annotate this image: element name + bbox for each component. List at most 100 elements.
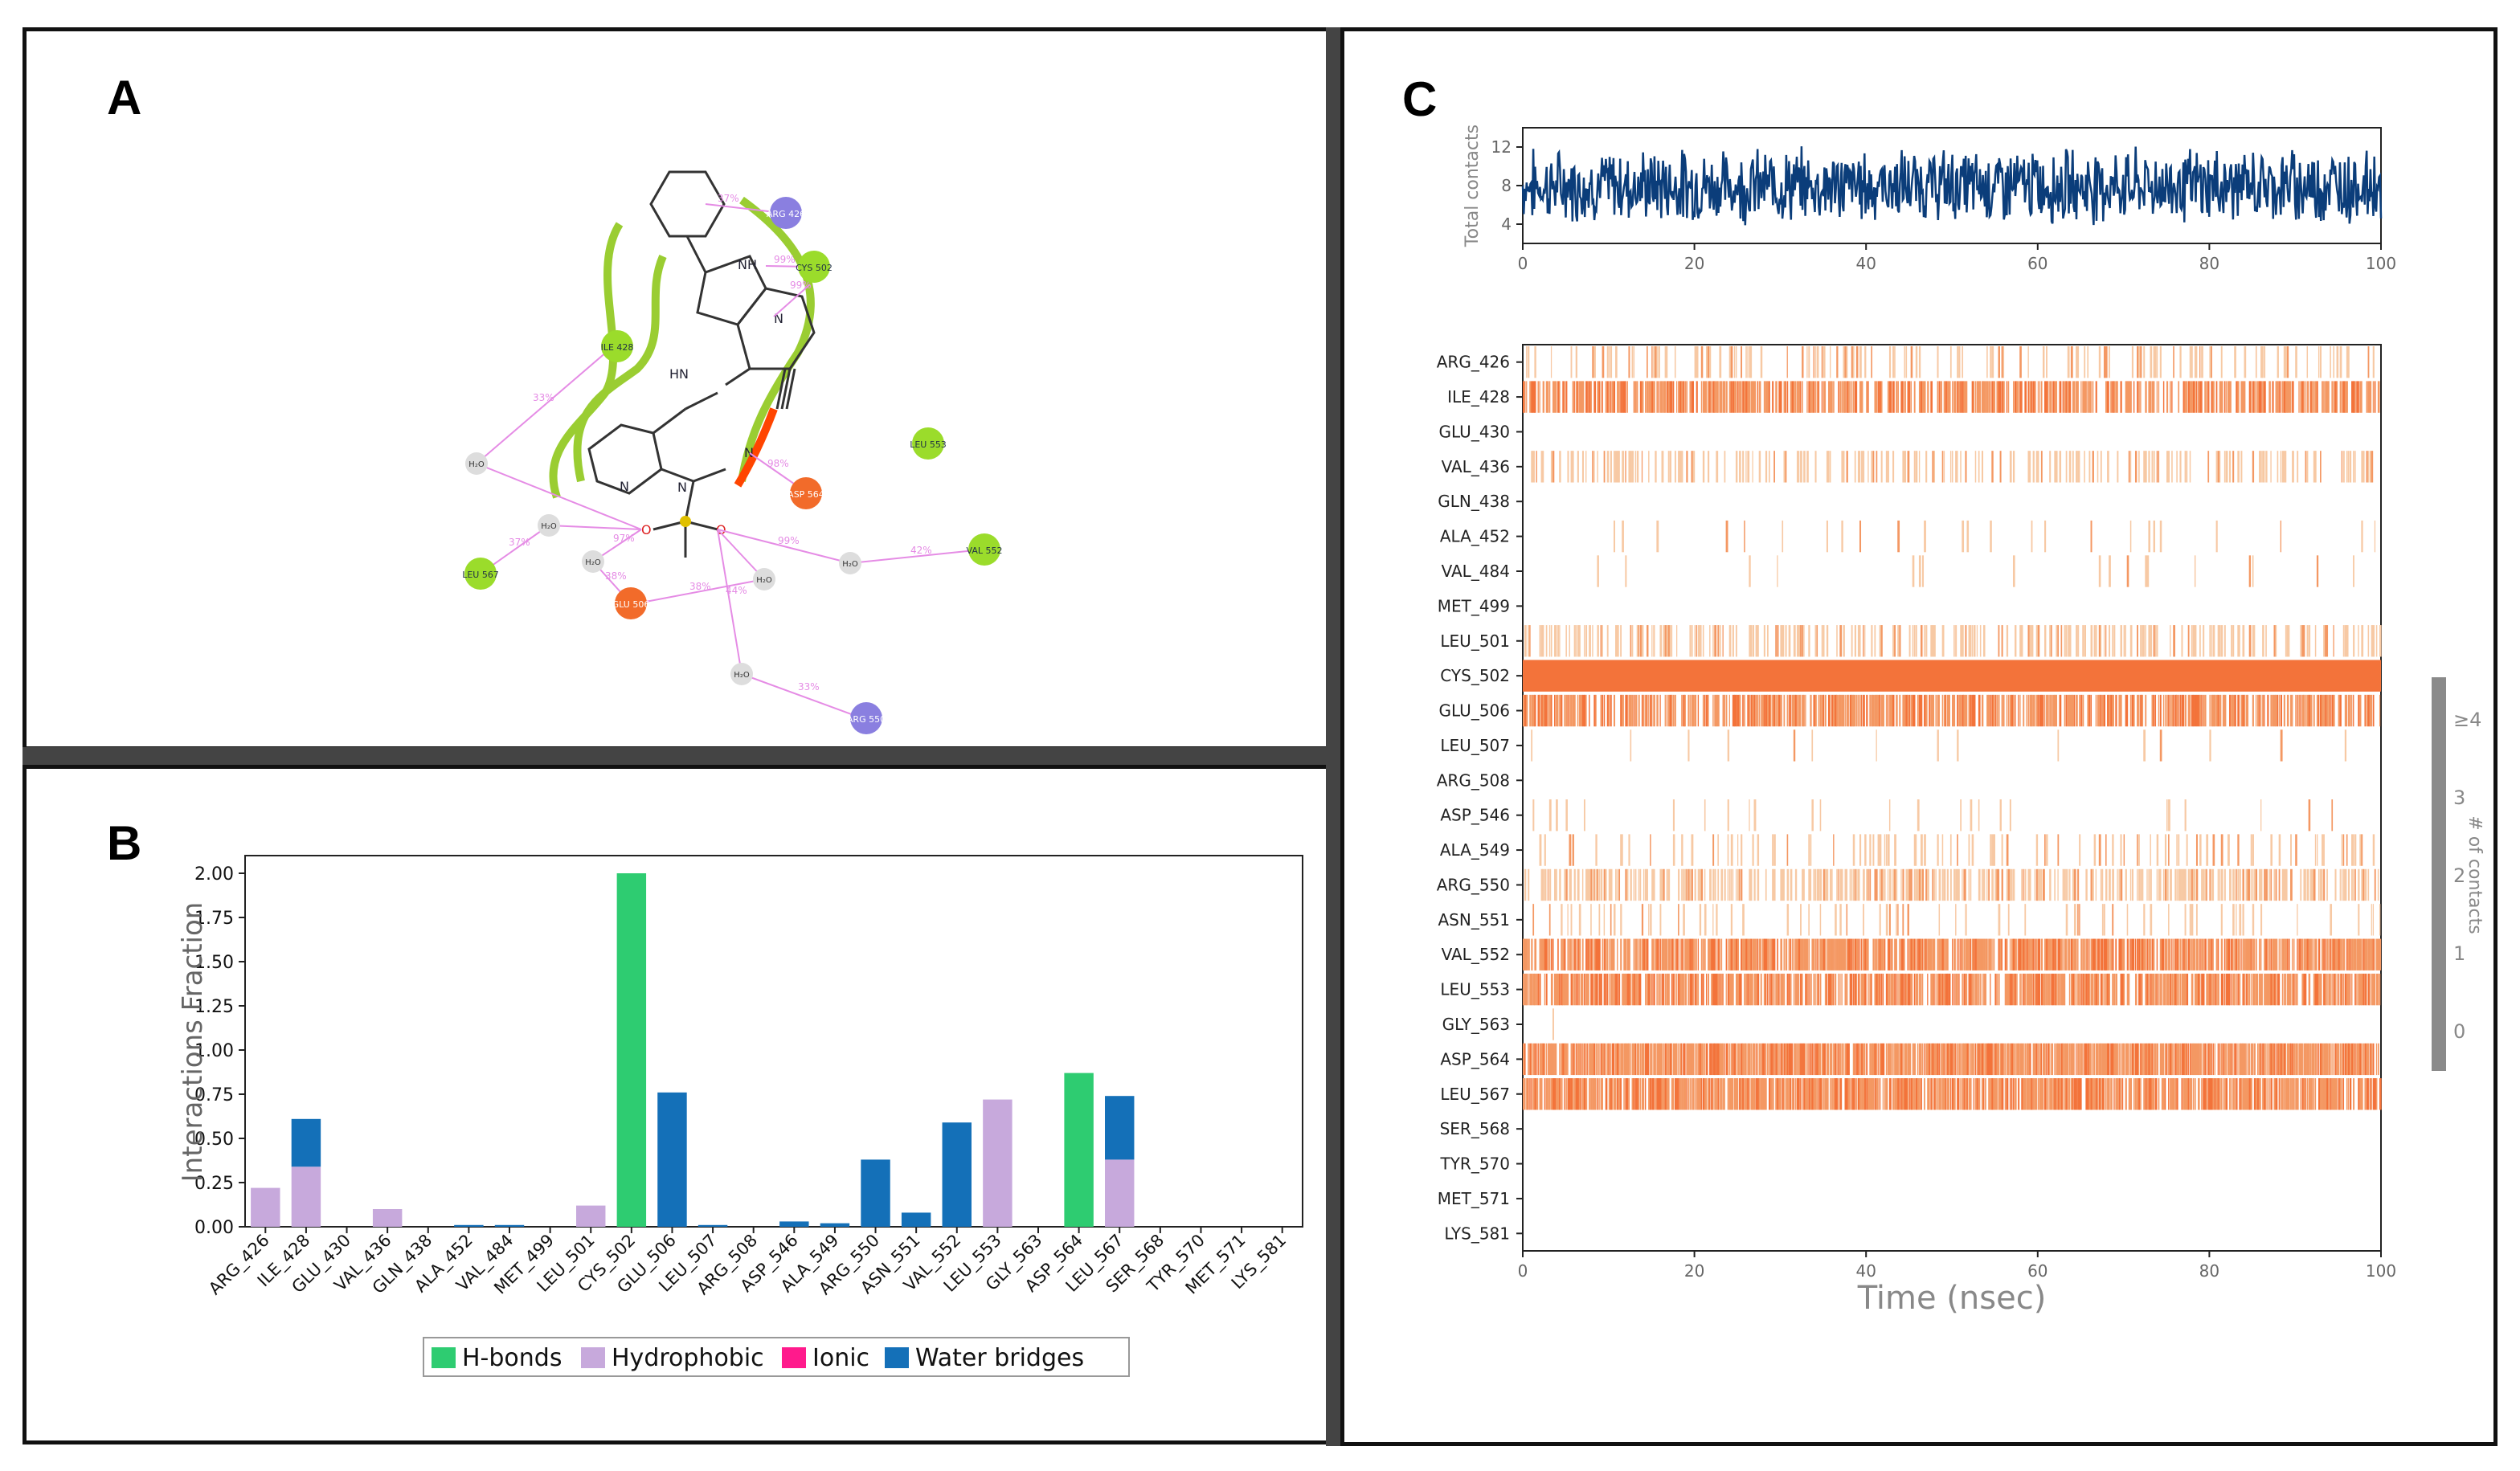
heatmap-cell	[1547, 1078, 1549, 1110]
heatmap-cell	[2002, 381, 2005, 413]
heatmap-cell	[1844, 1043, 1847, 1076]
heatmap-cell	[2212, 694, 2215, 727]
heatmap-cell	[2278, 938, 2280, 970]
heatmap-cell	[1826, 520, 1828, 553]
heatmap-cell	[1844, 938, 1847, 970]
heatmap-cell	[1542, 694, 1544, 727]
heatmap-cell	[1882, 1078, 1884, 1110]
heatmap-cell	[1581, 694, 1585, 727]
heatmap-cell	[1606, 938, 1609, 970]
heatmap-cell	[1577, 1043, 1579, 1076]
heatmap-cell	[2158, 868, 2161, 901]
heatmap-cell	[2353, 381, 2355, 413]
heatmap-cell	[1913, 938, 1916, 970]
heatmap-cell	[1866, 868, 1868, 901]
heatmap-cell	[2334, 1078, 2338, 1110]
heatmap-cell	[2121, 938, 2125, 970]
heatmap-cell	[1716, 973, 1719, 1006]
heatmap-cell	[2129, 1043, 2132, 1076]
heatmap-cell	[1625, 555, 1627, 587]
heatmap-cell	[1620, 938, 1622, 970]
bar-h-bonds	[616, 873, 647, 1227]
heatmap-cell	[2126, 973, 2129, 1006]
heatmap-cell	[1835, 904, 1837, 936]
heatmap-cell	[2280, 1078, 2282, 1110]
heatmap-cell	[1669, 381, 1672, 413]
heatmap-cell	[1757, 694, 1759, 727]
heatmap-cell	[1651, 868, 1654, 901]
heatmap-cell	[2148, 451, 2150, 483]
heatmap-cell	[1958, 973, 1960, 1006]
heatmap-cell	[1844, 973, 1847, 1006]
heatmap-cell	[2107, 694, 2109, 727]
heatmap-cell	[2240, 1043, 2244, 1076]
heatmap-cell	[2092, 1078, 2094, 1110]
heatmap-cell	[1915, 625, 1917, 657]
heatmap-cell	[2110, 938, 2113, 970]
heatmap-cell	[2184, 799, 2187, 832]
heatmap-cell	[1918, 1078, 1921, 1110]
heatmap-cell	[1953, 1043, 1956, 1076]
heatmap-cell	[2105, 1043, 2108, 1076]
heatmap-cell	[1565, 973, 1568, 1006]
heatmap-cell	[2252, 451, 2255, 483]
heatmap-cell	[2239, 938, 2240, 970]
heatmap-cell	[2369, 938, 2371, 970]
heatmap-cell	[2146, 555, 2150, 587]
water-circle	[839, 552, 861, 574]
heatmap-cell	[1830, 451, 1831, 483]
heatmap-cell	[2115, 381, 2117, 413]
heatmap-cell	[1900, 973, 1903, 1006]
heatmap-cell	[1633, 694, 1635, 727]
heatmap-cell	[2148, 1078, 2151, 1110]
heatmap-cell	[1638, 1043, 1640, 1076]
heatmap-cell	[1732, 938, 1734, 970]
heatmap-cell	[2107, 381, 2109, 413]
heatmap-cell	[1626, 694, 1628, 727]
heatmap-cell	[2237, 381, 2240, 413]
heatmap-cell	[1918, 938, 1921, 970]
heatmap-cell	[2240, 938, 2242, 970]
heatmap-cell	[2347, 938, 2350, 970]
heatmap-cell	[2323, 381, 2325, 413]
heatmap-cell	[1986, 694, 1989, 727]
heatmap-cell	[2178, 834, 2180, 866]
heatmap-cell	[1564, 1078, 1565, 1110]
heatmap-cell	[2212, 868, 2215, 901]
heatmap-cell	[2252, 938, 2254, 970]
heatmap-cell	[2176, 451, 2178, 483]
residue-label: VAL 552	[967, 545, 1003, 556]
heatmap-cell	[1907, 904, 1909, 936]
heatmap-cell	[1534, 694, 1536, 727]
heatmap-cell	[1642, 938, 1646, 970]
heatmap-cell	[1957, 346, 1959, 378]
heatmap-cell	[2267, 694, 2269, 727]
heatmap-cell	[2084, 625, 2086, 657]
heatmap-cell	[1841, 381, 1843, 413]
heatmap-cell	[2090, 938, 2092, 970]
heatmap-cell	[2184, 868, 2187, 901]
heatmap-cell	[1871, 694, 1873, 727]
heatmap-cell	[2112, 904, 2114, 936]
heatmap-cell	[2179, 1043, 2182, 1076]
heatmap-cell	[1826, 938, 1828, 970]
heatmap-cell	[1824, 868, 1827, 901]
heatmap-cell	[1634, 1078, 1638, 1110]
heatmap-cell	[2052, 1078, 2055, 1110]
heatmap-cell	[2018, 1078, 2020, 1110]
heatmap-cell	[2088, 1043, 2091, 1076]
heatmap-cell	[1667, 938, 1671, 970]
heatmap-cell	[2288, 938, 2290, 970]
heatmap-cell	[2171, 938, 2173, 970]
heatmap-cell	[1874, 973, 1877, 1006]
heatmap-cell	[1696, 625, 1697, 657]
heatmap-cell	[1896, 904, 1897, 936]
heatmap-cell	[1724, 451, 1726, 483]
residue-circle	[850, 702, 882, 734]
heatmap-cell	[1927, 1078, 1929, 1110]
heatmap-cell	[2245, 694, 2248, 727]
heatmap-cell	[1971, 1043, 1974, 1076]
heatmap-cell	[1957, 1078, 1959, 1110]
heatmap-cell	[1810, 868, 1812, 901]
heatmap-cell	[2021, 625, 2023, 657]
